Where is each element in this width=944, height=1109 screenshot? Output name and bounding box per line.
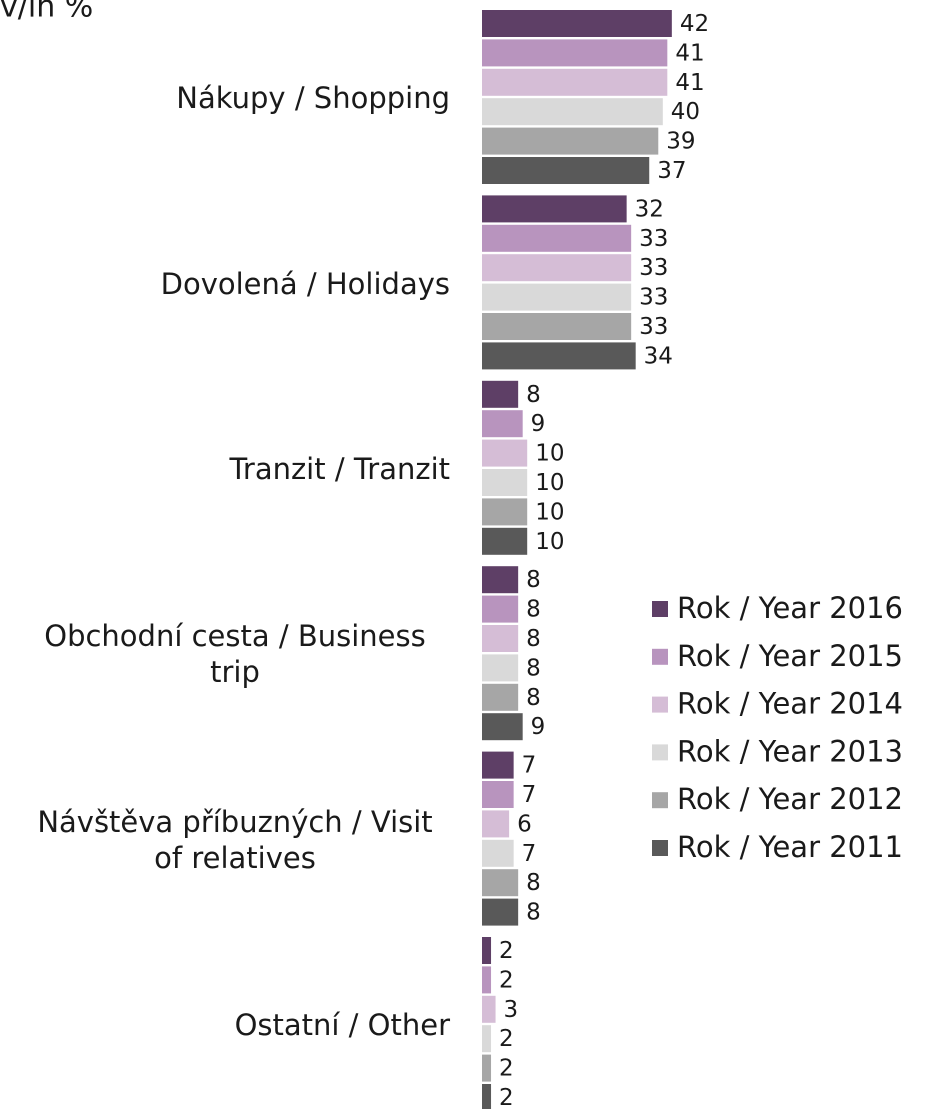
- value-label: 8: [526, 597, 541, 623]
- bar: [482, 839, 514, 867]
- legend-label: Rok / Year 2013: [677, 734, 903, 768]
- bar: [482, 713, 523, 741]
- value-label: 9: [531, 714, 546, 740]
- legend-swatch: [652, 696, 668, 713]
- category-text: Ostatní / Other: [234, 1008, 450, 1043]
- value-label: 8: [526, 870, 541, 896]
- value-label: 7: [522, 782, 537, 808]
- value-label: 7: [522, 753, 537, 779]
- value-label: 8: [526, 567, 541, 593]
- bar: [482, 595, 519, 623]
- value-label: 41: [675, 40, 704, 66]
- value-label: 2: [499, 967, 514, 993]
- value-label: 3: [504, 997, 519, 1023]
- legend-swatch: [652, 792, 668, 809]
- value-label: 33: [639, 226, 668, 252]
- bar: [482, 410, 523, 438]
- value-label: 8: [526, 382, 541, 408]
- bar: [482, 157, 650, 184]
- value-label: 8: [526, 900, 541, 926]
- bar: [482, 1054, 492, 1082]
- bar: [482, 127, 659, 155]
- value-label: 7: [522, 841, 537, 867]
- bar: [482, 498, 528, 526]
- bar: [482, 380, 519, 408]
- bar: [482, 10, 672, 37]
- category-label: Návštěva příbuzných / Visit of relatives: [20, 804, 450, 876]
- bar: [482, 566, 519, 594]
- chart-title: v/in %: [0, 0, 93, 25]
- category-label: Tranzit / Tranzit: [229, 451, 450, 487]
- category-text: Dovolená / Holidays: [160, 266, 450, 301]
- value-label: 37: [657, 158, 686, 184]
- bar: [482, 810, 510, 838]
- category-label: Nákupy / Shopping: [176, 80, 450, 116]
- category-label: Ostatní / Other: [235, 1007, 450, 1043]
- bar: [482, 195, 627, 223]
- value-label: 33: [639, 255, 668, 281]
- bar: [482, 439, 528, 467]
- bar: [482, 966, 492, 994]
- bar: [482, 469, 528, 496]
- bar: [482, 39, 668, 67]
- category-text: Návštěva příbuzných / Visit of relatives: [37, 804, 433, 875]
- value-label: 8: [526, 685, 541, 711]
- bar: [482, 625, 519, 652]
- category-label: Obchodní cesta / Business trip: [20, 618, 450, 690]
- value-label: 34: [644, 343, 673, 369]
- value-label: 9: [531, 411, 546, 437]
- bar: [482, 527, 528, 555]
- bar: [482, 283, 632, 311]
- bar: [482, 1084, 492, 1109]
- legend-label: Rok / Year 2014: [677, 687, 903, 721]
- value-label: 2: [499, 1056, 514, 1082]
- value-label: 2: [499, 1085, 514, 1109]
- value-label: 39: [666, 129, 695, 155]
- bar: [482, 254, 632, 282]
- category-label: Dovolená / Holidays: [161, 266, 450, 302]
- bar: [482, 869, 519, 897]
- value-label: 8: [526, 626, 541, 652]
- category-text: Obchodní cesta / Business trip: [44, 619, 426, 690]
- value-label: 33: [639, 314, 668, 340]
- bar: [482, 683, 519, 711]
- bar: [482, 654, 519, 682]
- bar: [482, 1025, 492, 1053]
- bar: [482, 224, 632, 252]
- bar: [482, 781, 514, 808]
- value-label: 32: [635, 196, 664, 222]
- bar: [482, 937, 492, 964]
- value-label: 40: [671, 99, 700, 125]
- bar: [482, 751, 514, 779]
- value-label: 42: [680, 11, 709, 37]
- legend-label: Rok / Year 2012: [677, 782, 903, 816]
- category-text: Tranzit / Tranzit: [229, 452, 450, 486]
- bar: [482, 995, 496, 1023]
- legend-label: Rok / Year 2015: [677, 639, 903, 673]
- value-label: 8: [526, 655, 541, 681]
- legend-swatch: [652, 840, 668, 856]
- value-label: 41: [675, 70, 704, 96]
- bar: [482, 898, 519, 926]
- value-label: 6: [517, 811, 532, 837]
- value-label: 10: [535, 499, 564, 525]
- bar: [482, 342, 636, 370]
- bar: [482, 68, 668, 96]
- legend-label: Rok / Year 2011: [677, 830, 903, 864]
- legend-swatch: [652, 744, 668, 761]
- value-label: 2: [499, 938, 514, 964]
- legend-swatch: [652, 648, 668, 665]
- bar: [482, 98, 663, 126]
- legend-label: Rok / Year 2016: [677, 591, 903, 625]
- value-label: 10: [535, 470, 564, 496]
- value-label: 2: [499, 1026, 514, 1052]
- category-text: Nákupy / Shopping: [176, 81, 450, 116]
- value-label: 33: [639, 285, 668, 311]
- value-label: 10: [535, 529, 564, 555]
- bar: [482, 313, 632, 340]
- value-label: 10: [535, 441, 564, 467]
- legend-swatch: [652, 601, 668, 617]
